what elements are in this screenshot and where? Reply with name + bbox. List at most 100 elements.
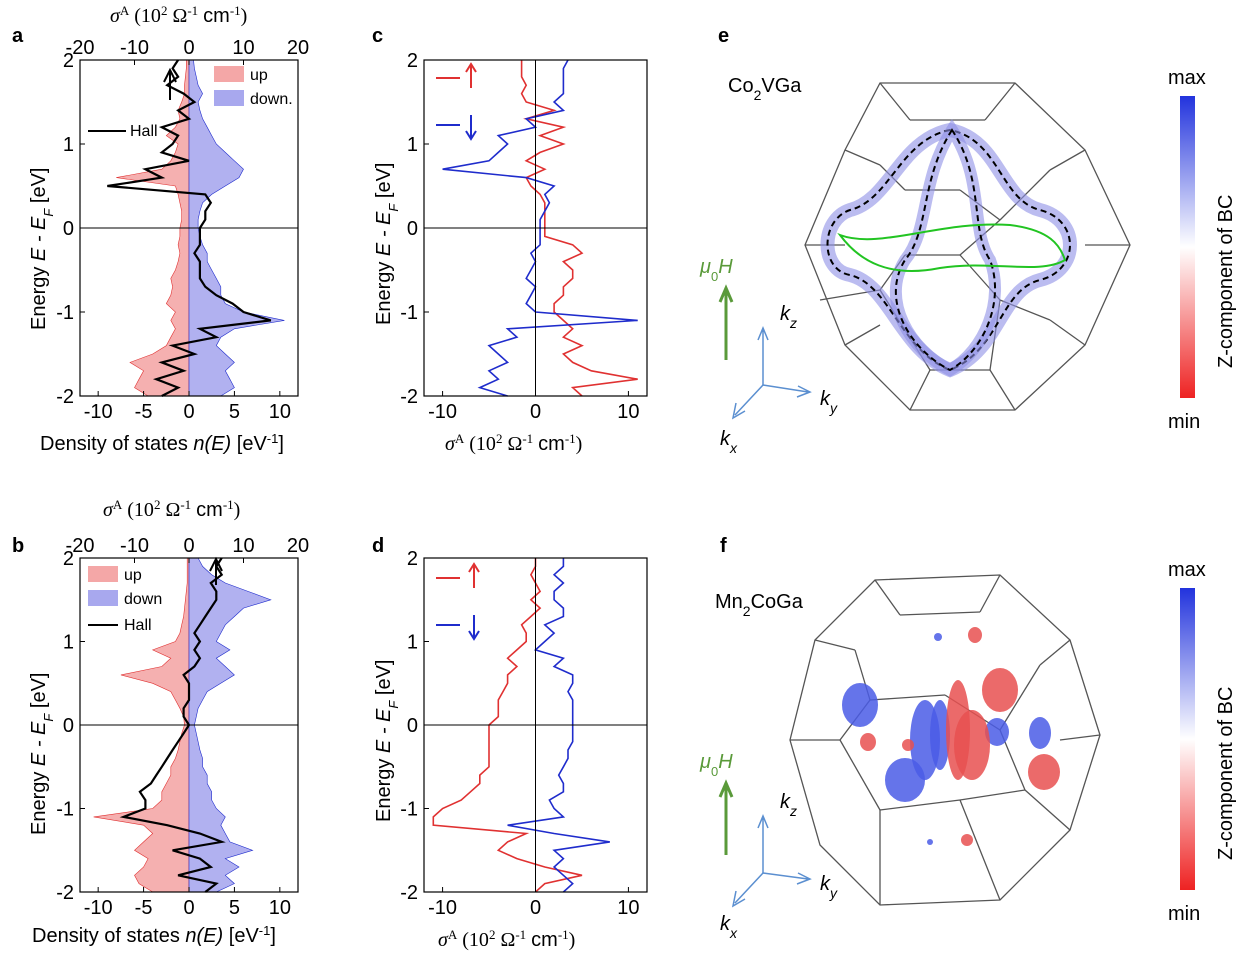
y-tick-label: 1	[63, 134, 74, 156]
series-down.-area	[188, 59, 285, 397]
panel-a-spin-arrow	[163, 67, 177, 100]
legend-down-swatch	[88, 590, 118, 606]
panel-f: f Mn2CoGa	[699, 535, 1237, 941]
y-tick-label: 0	[63, 715, 74, 737]
panel-b-spin-arrow	[209, 556, 223, 585]
x-tick-label: 10	[269, 401, 291, 423]
legend-down-label: down.	[250, 91, 293, 108]
y-tick-label: 2	[63, 548, 74, 570]
colorbar-e	[1180, 96, 1195, 398]
x-tick-label: 5	[229, 897, 240, 919]
x-tick-label: -10	[84, 401, 113, 423]
x2-tick-label: 20	[287, 535, 309, 557]
legend-up-swatch	[88, 566, 118, 582]
y-tick-label: -1	[56, 302, 74, 324]
x2-tick-label: 10	[232, 535, 254, 557]
panel-a-y-axis-label: Energy E - EF [eV]	[28, 168, 56, 330]
x2-tick-label: 0	[183, 37, 194, 59]
x2-tick-label: -20	[66, 535, 95, 557]
panel-e: e Co2VGa	[699, 25, 1237, 456]
y-tick-label: 2	[407, 548, 418, 570]
colorbar-f	[1180, 588, 1195, 890]
x2-tick-label: -20	[66, 37, 95, 59]
colorbar-max-label-f: max	[1168, 559, 1206, 581]
legend-hall-label: Hall	[124, 617, 152, 634]
kx-label-e: kx	[720, 428, 738, 456]
legend-up-label: up	[250, 67, 268, 84]
compound-label-e: Co2VGa	[728, 75, 802, 103]
x-tick-label: -5	[135, 897, 153, 919]
series-down-area	[188, 557, 272, 893]
panel-d-y-axis-label: Energy E - EF [eV]	[373, 660, 401, 822]
x-tick-label: 0	[183, 897, 194, 919]
panel-label-f: f	[720, 535, 727, 557]
panel-d-x-axis-label: σA (102 Ω-1 cm-1)	[438, 927, 575, 952]
colorbar-min-label-e: min	[1168, 411, 1200, 433]
y-tick-label: 1	[63, 632, 74, 654]
field-label-e: μ0H	[699, 256, 733, 284]
panel-b-y-axis-label: Energy E - EF [eV]	[28, 673, 56, 835]
y-tick-label: -2	[400, 882, 418, 904]
panel-label-a: a	[12, 25, 24, 47]
x2-tick-label: -10	[120, 37, 149, 59]
nodal-lines-e	[820, 118, 1077, 378]
panel-c-y-axis-label: Energy E - EF [eV]	[373, 163, 401, 325]
panel-label-c: c	[372, 25, 383, 47]
panel-a-top-axis-label: σA (102 Ω-1 cm-1)	[110, 3, 247, 28]
y-tick-label: 1	[407, 632, 418, 654]
x2-tick-label: 0	[183, 535, 194, 557]
k-axes-e	[731, 326, 812, 420]
field-arrow-icon	[718, 284, 734, 360]
y-tick-label: -2	[400, 386, 418, 408]
legend-down-label: down	[124, 591, 162, 608]
y-tick-label: 1	[407, 134, 418, 156]
berry-curvature-blobs-f	[842, 627, 1060, 846]
legend-down-arrow-icon	[465, 115, 477, 141]
x-tick-label: 0	[183, 401, 194, 423]
colorbar-title-e: Z-component of BC	[1215, 195, 1237, 368]
y-tick-label: -2	[56, 882, 74, 904]
kz-label-e: kz	[780, 303, 797, 331]
colorbar-min-label-f: min	[1168, 903, 1200, 925]
series-up-area	[116, 59, 190, 397]
legend-up-arrow-icon	[468, 562, 480, 588]
x2-tick-label: 10	[232, 37, 254, 59]
y-tick-label: -1	[400, 799, 418, 821]
x-tick-label: 0	[530, 401, 541, 423]
x-tick-label: 10	[617, 401, 639, 423]
x-tick-label: -5	[135, 401, 153, 423]
panel-c-x-axis-label: σA (102 Ω-1 cm-1)	[445, 431, 582, 456]
x2-tick-label: 20	[287, 37, 309, 59]
ky-label-e: ky	[820, 388, 838, 416]
x-tick-label: -10	[428, 897, 457, 919]
y-tick-label: -1	[400, 302, 418, 324]
x-tick-label: 10	[269, 897, 291, 919]
y-tick-label: 2	[407, 50, 418, 72]
field-label-f: μ0H	[699, 751, 733, 779]
y-tick-label: -1	[56, 799, 74, 821]
legend-up-label: up	[124, 567, 142, 584]
compound-label-f: Mn2CoGa	[715, 591, 804, 619]
panel-label-b: b	[12, 535, 24, 557]
k-axes-f	[731, 814, 812, 908]
x-tick-label: 0	[530, 897, 541, 919]
legend-hall-label: Hall	[130, 123, 158, 140]
y-tick-label: 2	[63, 50, 74, 72]
ky-label-f: ky	[820, 873, 838, 901]
series-up-area	[93, 557, 190, 893]
legend-down-swatch	[214, 90, 244, 106]
y-tick-label: 0	[407, 218, 418, 240]
panel-b-x-axis-label: Density of states n(E) [eV-1]	[32, 923, 276, 948]
panel-a-x-axis-label: Density of states n(E) [eV-1]	[40, 431, 284, 456]
legend-down-arrow-icon	[468, 615, 480, 641]
x-tick-label: 5	[229, 401, 240, 423]
y-tick-label: 0	[63, 218, 74, 240]
